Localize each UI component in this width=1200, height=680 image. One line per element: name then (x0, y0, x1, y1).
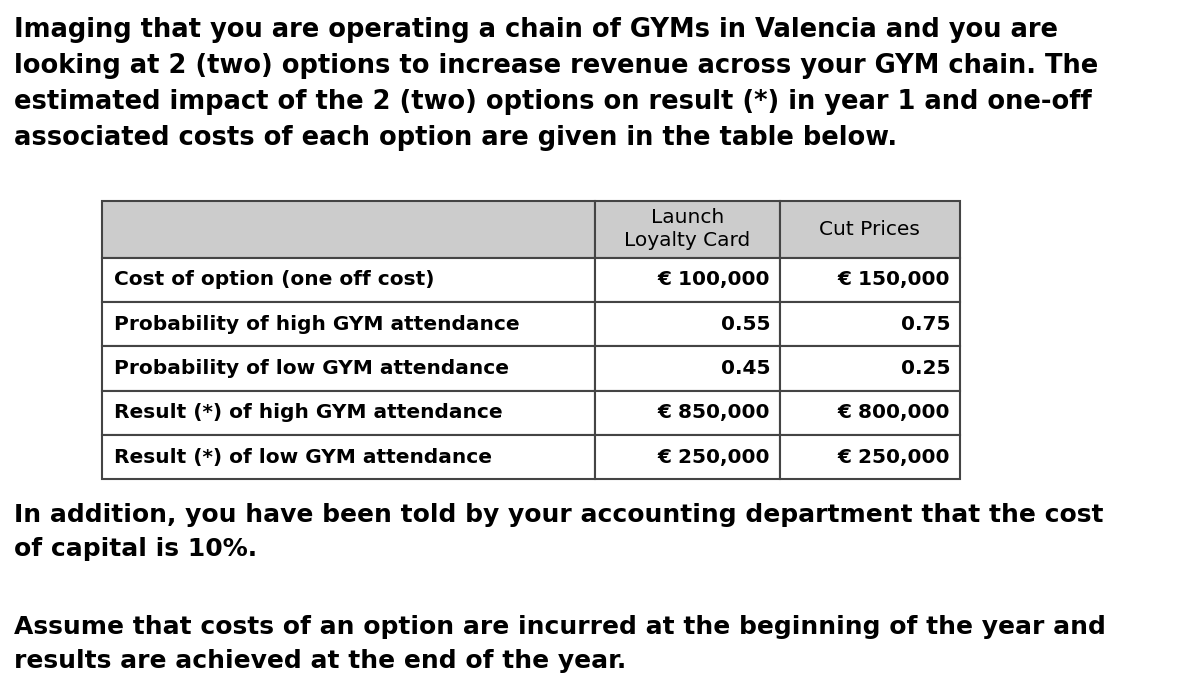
Bar (780, 391, 960, 435)
Text: 0.45: 0.45 (721, 359, 770, 378)
Bar (780, 201, 960, 258)
Text: 0.25: 0.25 (901, 359, 950, 378)
Text: 0.75: 0.75 (901, 315, 950, 334)
Text: € 850,000: € 850,000 (658, 403, 770, 422)
Text: Probability of low GYM attendance: Probability of low GYM attendance (114, 359, 509, 378)
Text: Result (*) of low GYM attendance: Result (*) of low GYM attendance (114, 447, 492, 466)
Bar (595, 201, 780, 258)
Text: Cut Prices: Cut Prices (820, 220, 920, 239)
Bar (102, 258, 595, 302)
Text: € 150,000: € 150,000 (838, 271, 950, 290)
Text: In addition, you have been told by your accounting department that the cost
of c: In addition, you have been told by your … (14, 503, 1104, 561)
Text: € 100,000: € 100,000 (658, 271, 770, 290)
Text: Probability of high GYM attendance: Probability of high GYM attendance (114, 315, 520, 334)
Text: € 250,000: € 250,000 (838, 447, 950, 466)
Bar (780, 435, 960, 479)
Bar (595, 258, 780, 302)
Bar (595, 391, 780, 435)
Bar (102, 346, 595, 391)
Text: Cost of option (one off cost): Cost of option (one off cost) (114, 271, 434, 290)
Text: € 250,000: € 250,000 (658, 447, 770, 466)
Bar (102, 391, 595, 435)
Bar (780, 302, 960, 346)
Text: Result (*) of high GYM attendance: Result (*) of high GYM attendance (114, 403, 503, 422)
Bar (780, 346, 960, 391)
Bar (102, 435, 595, 479)
Text: Launch
Loyalty Card: Launch Loyalty Card (624, 208, 751, 250)
Bar (102, 302, 595, 346)
Text: 0.55: 0.55 (721, 315, 770, 334)
Bar (780, 258, 960, 302)
Bar (595, 346, 780, 391)
Text: Assume that costs of an option are incurred at the beginning of the year and
res: Assume that costs of an option are incur… (14, 615, 1106, 673)
Bar (595, 435, 780, 479)
Text: Imaging that you are operating a chain of GYMs in Valencia and you are
looking a: Imaging that you are operating a chain o… (14, 17, 1099, 151)
Bar (102, 201, 595, 258)
Bar (595, 302, 780, 346)
Text: € 800,000: € 800,000 (838, 403, 950, 422)
